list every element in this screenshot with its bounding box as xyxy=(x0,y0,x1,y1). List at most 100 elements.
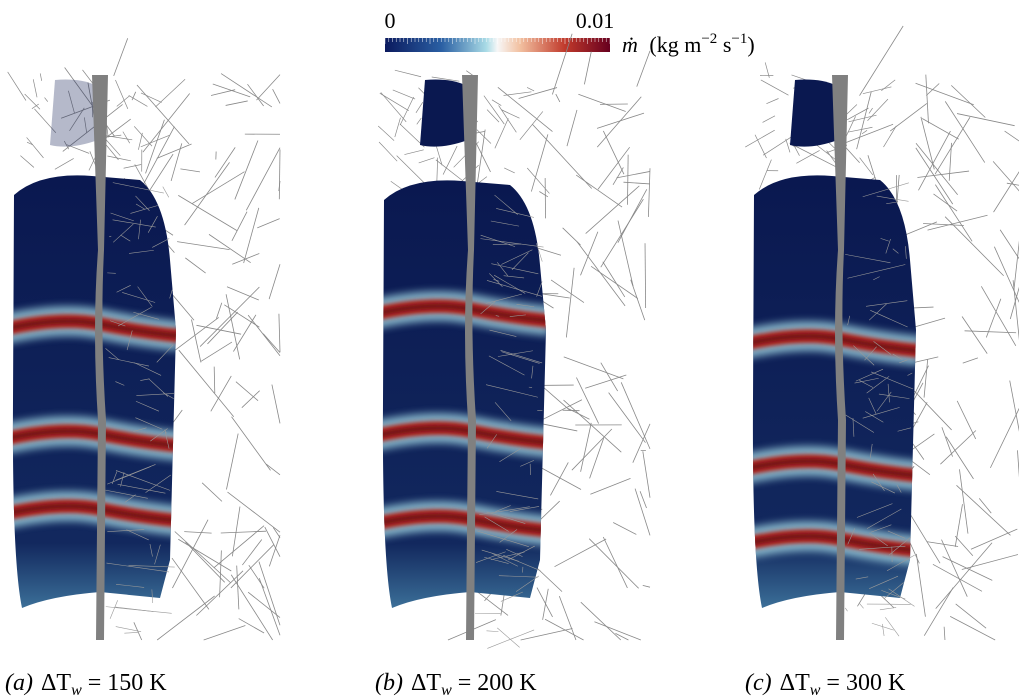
mesh-line xyxy=(436,157,439,183)
mesh-line xyxy=(602,536,628,589)
mesh-line xyxy=(265,463,281,476)
mesh-line xyxy=(115,381,125,386)
mesh-line xyxy=(497,350,533,357)
mesh-line xyxy=(44,97,49,102)
mesh-line xyxy=(1009,380,1019,432)
colorbar-min: 0 xyxy=(385,8,396,33)
mesh-line xyxy=(230,544,275,589)
mesh-line xyxy=(789,142,842,170)
mesh-line xyxy=(136,393,174,396)
mesh-line xyxy=(848,114,877,123)
mesh-line xyxy=(866,376,890,394)
mesh-line xyxy=(590,266,639,299)
mesh-line xyxy=(415,101,424,114)
mesh-line xyxy=(862,86,892,95)
mesh-line xyxy=(256,74,281,101)
mesh-line xyxy=(134,362,162,376)
mesh-line xyxy=(39,73,43,81)
mesh-line xyxy=(602,261,626,298)
caption-symbol: ΔT xyxy=(780,670,810,696)
colorbar-ticks xyxy=(384,38,611,44)
mesh-line xyxy=(466,70,473,76)
panel: (c) ΔTw = 300 K xyxy=(745,25,1019,699)
mesh-line xyxy=(184,162,230,226)
mesh-line xyxy=(1013,240,1019,292)
mesh-line xyxy=(576,241,626,307)
mesh-line xyxy=(235,381,259,402)
mesh-line xyxy=(135,203,146,210)
mesh-line xyxy=(862,407,900,419)
mesh-line xyxy=(785,138,791,153)
mesh-line xyxy=(868,303,887,321)
mesh-line xyxy=(845,414,875,433)
mesh-line xyxy=(20,155,35,168)
mesh-line xyxy=(642,584,651,588)
mesh-line xyxy=(539,191,549,198)
mesh-line xyxy=(378,141,398,162)
mesh-line xyxy=(264,526,281,557)
mesh-line xyxy=(869,575,899,589)
mesh-line xyxy=(164,431,170,449)
mesh-line xyxy=(156,344,174,363)
mesh-line xyxy=(178,538,232,572)
mesh-line xyxy=(26,141,33,146)
caption-value: = 300 K xyxy=(826,670,906,696)
mesh-line xyxy=(872,473,885,491)
mesh-line xyxy=(208,234,251,264)
mesh-line xyxy=(956,113,1015,127)
mesh-line xyxy=(580,601,622,641)
mesh-line xyxy=(934,117,971,175)
mesh-line xyxy=(613,522,637,535)
mesh-line xyxy=(484,516,509,532)
mesh-line xyxy=(566,109,578,147)
mesh-line xyxy=(147,216,158,233)
mesh-line xyxy=(876,195,909,202)
mesh-line xyxy=(959,469,969,534)
mesh-line xyxy=(213,525,265,569)
mesh-line xyxy=(485,293,522,304)
mesh-line xyxy=(68,90,75,114)
mesh-line xyxy=(530,134,549,192)
mesh-line xyxy=(886,201,898,204)
mesh-line xyxy=(107,529,145,532)
mesh-line xyxy=(880,238,889,242)
mesh-line xyxy=(268,264,281,300)
mesh-line xyxy=(247,83,264,107)
mesh-line xyxy=(519,111,544,141)
mesh-line xyxy=(480,301,496,315)
mesh-line xyxy=(200,341,233,362)
mesh-line xyxy=(480,238,544,248)
mesh-line xyxy=(886,554,915,572)
mesh-line xyxy=(115,606,154,612)
mesh-line xyxy=(915,82,974,106)
mesh-line xyxy=(62,104,123,152)
mesh-line xyxy=(489,329,517,337)
mesh-line xyxy=(394,69,422,78)
mesh-line xyxy=(503,554,541,571)
mesh-line xyxy=(542,588,549,620)
mesh-line xyxy=(985,298,1002,338)
mesh-line xyxy=(868,397,877,415)
mesh-line xyxy=(431,76,460,82)
mesh-line xyxy=(129,249,154,254)
mesh-line xyxy=(600,198,644,268)
mesh-line xyxy=(124,631,139,634)
mesh-line xyxy=(943,626,946,641)
mesh-line xyxy=(859,545,906,550)
mesh-line xyxy=(498,105,517,133)
mesh-line xyxy=(503,275,525,279)
mesh-line xyxy=(272,527,281,538)
mesh-line xyxy=(845,254,891,264)
mesh-line xyxy=(117,483,166,494)
fragment xyxy=(50,79,98,147)
caption-sub: w xyxy=(441,682,452,699)
mesh-line xyxy=(490,551,525,560)
mesh-line xyxy=(596,112,645,129)
mesh-line xyxy=(487,629,535,649)
mesh-line xyxy=(550,462,569,496)
mesh-line xyxy=(892,353,903,360)
mesh-line xyxy=(379,92,409,111)
mesh-line xyxy=(185,257,206,274)
mesh-line xyxy=(899,359,908,364)
mesh-line xyxy=(172,519,209,589)
